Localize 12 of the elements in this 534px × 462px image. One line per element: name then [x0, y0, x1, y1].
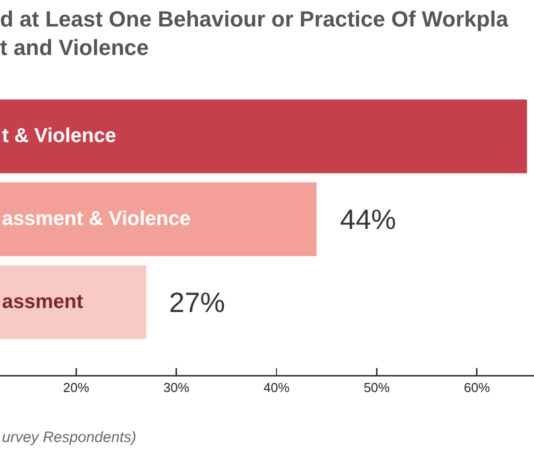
data-label: 27% — [169, 287, 226, 318]
x-tick-label: 60% — [464, 380, 490, 396]
x-axis-title: urvey Respondents) — [2, 429, 136, 446]
x-tick-label: 40% — [264, 380, 290, 396]
chart-title: d at Least One Behaviour or Practice Of Workpla t and Violence — [0, 6, 509, 60]
x-tick-label: 30% — [163, 380, 190, 396]
x-tick-label: 50% — [364, 380, 390, 396]
y-tick-label: assment & Violence — [2, 208, 191, 230]
y-tick-label: assment — [2, 291, 84, 313]
x-tick-label: 20% — [63, 380, 90, 396]
y-tick-label: t & Violence — [2, 125, 116, 147]
data-label: 44% — [340, 204, 396, 235]
